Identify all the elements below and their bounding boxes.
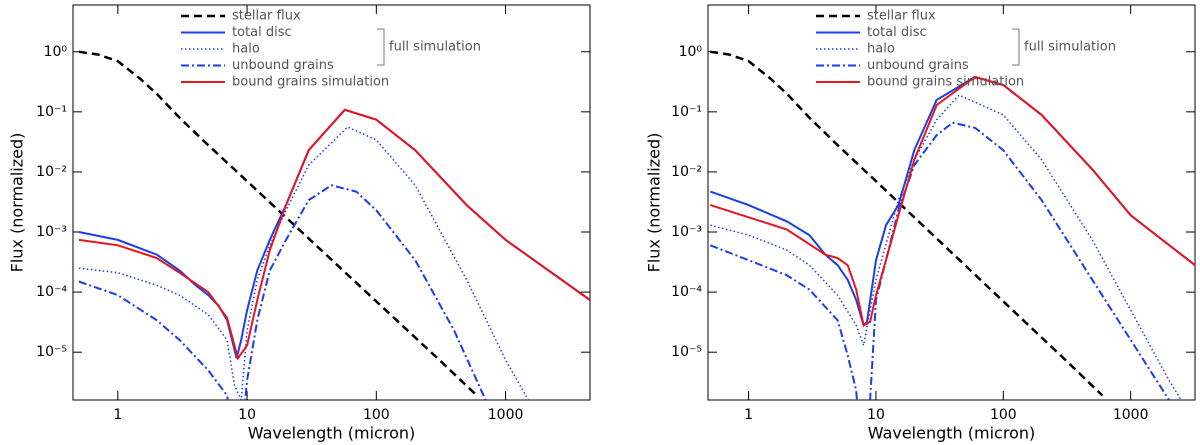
plot-frame	[707, 4, 1196, 401]
y-tick-label: 10⁻⁵	[671, 344, 702, 360]
series-line	[709, 75, 1195, 327]
series-line	[78, 108, 590, 361]
y-tick-label: 10⁻¹	[36, 104, 67, 120]
series-group	[78, 50, 590, 400]
bracket	[377, 28, 385, 66]
series-line	[710, 94, 1182, 400]
x-axis-label: Wavelength (micron)	[868, 424, 1035, 443]
series-group	[709, 50, 1195, 400]
x-tick-label: 1000	[1113, 407, 1149, 423]
y-tick-label: 10⁻⁴	[36, 284, 67, 300]
annotation: full simulation	[389, 40, 481, 55]
y-tick-label: 10⁻¹	[671, 104, 702, 120]
legend-label: bound grains simulation	[867, 75, 1024, 90]
x-tick-label: 1	[744, 407, 753, 423]
y-axis-label: Flux (normalized)	[8, 133, 27, 273]
x-axis-label: Wavelength (micron)	[248, 424, 415, 443]
series-line	[78, 126, 529, 400]
x-tick-label: 100	[363, 407, 390, 423]
legend-label: stellar flux	[232, 9, 301, 24]
bracket	[1012, 28, 1020, 66]
annotation: full simulation	[1024, 40, 1116, 55]
x-tick-label: 100	[990, 407, 1017, 423]
series-line	[710, 50, 1104, 397]
y-tick-label: 10⁻⁵	[36, 344, 67, 360]
series-line	[709, 75, 1195, 328]
y-tick-label: 10⁰	[679, 44, 703, 60]
y-axis-label: Flux (normalized)	[645, 133, 664, 273]
legend-label: total disc	[867, 25, 927, 40]
legend-label: unbound grains	[867, 58, 969, 73]
x-tick-label: 10	[238, 407, 256, 423]
series-line	[78, 108, 590, 359]
y-tick-label: 10⁻⁴	[671, 284, 702, 300]
x-tick-label: 1000	[488, 407, 524, 423]
legend-label: bound grains simulation	[232, 75, 389, 90]
y-tick-label: 10⁻³	[36, 224, 67, 240]
y-tick-label: 10⁻³	[671, 224, 702, 240]
legend-label: total disc	[232, 25, 292, 40]
legend-label: halo	[867, 42, 895, 57]
legend-label: unbound grains	[232, 58, 334, 73]
legend-label: stellar flux	[867, 9, 936, 24]
y-tick-label: 10⁻²	[36, 164, 67, 180]
series-line	[709, 121, 1170, 400]
y-tick-label: 10⁻²	[671, 164, 702, 180]
x-tick-label: 10	[867, 407, 885, 423]
series-line	[78, 184, 487, 400]
y-tick-label: 10⁰	[44, 44, 68, 60]
legend-label: halo	[232, 42, 260, 57]
series-line	[78, 50, 478, 397]
plot-frame	[72, 4, 591, 401]
x-tick-label: 1	[113, 407, 122, 423]
